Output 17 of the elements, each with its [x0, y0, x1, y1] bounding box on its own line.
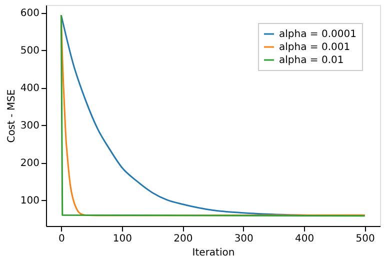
- x-tick-label: 100: [112, 234, 132, 244]
- legend-label: alpha = 0.0001: [279, 29, 356, 40]
- x-tick-label: 200: [174, 234, 193, 244]
- x-tick-label: 0: [58, 234, 65, 244]
- y-tick-label: 100: [20, 196, 40, 207]
- y-tick-label: 300: [20, 120, 40, 132]
- x-tick-label: 400: [295, 234, 314, 244]
- y-tick-label: 400: [20, 83, 40, 94]
- x-tick-label: 500: [356, 234, 375, 244]
- y-axis-title: Cost - MSE: [6, 89, 18, 143]
- legend-label: alpha = 0.001: [279, 42, 350, 53]
- y-tick-label: 200: [20, 158, 40, 170]
- y-tick-label: 500: [20, 46, 40, 57]
- x-tick-label: 300: [234, 234, 254, 244]
- legend-label: alpha = 0.01: [279, 55, 344, 66]
- y-tick-label: 600: [20, 8, 40, 20]
- x-axis-title: Iteration: [192, 248, 235, 258]
